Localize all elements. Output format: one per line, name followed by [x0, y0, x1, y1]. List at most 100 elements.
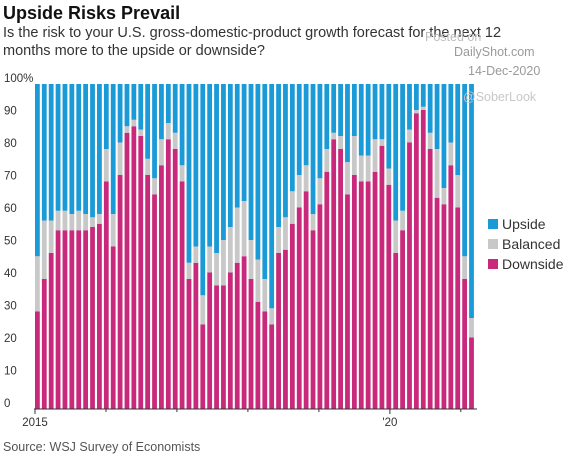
bar-balanced-24 [200, 295, 206, 325]
bar-balanced-31 [248, 240, 254, 279]
bar-downside-56 [420, 110, 426, 409]
bar-upside-15 [138, 84, 144, 130]
bar-balanced-34 [269, 308, 275, 325]
bar-upside-24 [200, 84, 206, 296]
legend-label-downside: Downside [502, 256, 564, 272]
bar-balanced-5 [69, 214, 75, 231]
bar-downside-45 [345, 194, 350, 409]
legend-swatch-upside [488, 219, 498, 229]
bar-downside-24 [200, 324, 206, 409]
y-axis: 0 10 20 30 40 50 60 70 80 90 100% [4, 73, 33, 410]
bar-downside-20 [172, 149, 178, 409]
bar-balanced-57 [427, 132, 433, 149]
bar-balanced-53 [400, 210, 405, 231]
bar-downside-28 [227, 272, 233, 409]
bar-upside-40 [310, 84, 316, 214]
bar-upside-56 [420, 84, 426, 107]
bar-balanced-32 [255, 259, 261, 302]
bar-downside-21 [179, 181, 185, 409]
legend-swatch-balanced [488, 239, 498, 249]
x-tick-label: 2015 [22, 417, 48, 429]
bar-downside-3 [55, 230, 61, 409]
bar-downside-39 [303, 191, 309, 409]
bar-balanced-11 [110, 214, 116, 247]
bar-balanced-8 [90, 217, 95, 227]
bar-upside-55 [413, 84, 419, 110]
bar-upside-58 [434, 84, 440, 149]
bar-downside-52 [393, 253, 399, 409]
bar-downside-0 [35, 311, 40, 409]
bar-downside-35 [276, 253, 281, 409]
y-tick-label: 0 [4, 398, 10, 410]
bar-upside-50 [379, 84, 385, 140]
bar-downside-62 [462, 279, 468, 409]
bar-downside-10 [103, 181, 109, 409]
bar-upside-53 [400, 84, 405, 211]
bar-downside-61 [455, 207, 461, 409]
y-tick-label: 20 [4, 333, 17, 345]
bar-downside-40 [310, 230, 316, 409]
bar-upside-25 [207, 84, 213, 247]
bar-upside-19 [165, 84, 171, 123]
bar-upside-34 [269, 84, 275, 309]
bar-upside-11 [110, 84, 116, 214]
bar-upside-31 [248, 84, 254, 240]
bar-upside-21 [179, 84, 185, 166]
bar-upside-10 [103, 84, 109, 149]
bar-downside-19 [165, 139, 171, 409]
bar-upside-33 [262, 84, 268, 279]
bar-balanced-18 [159, 139, 164, 166]
bar-balanced-33 [262, 279, 268, 312]
bar-balanced-29 [234, 207, 240, 263]
bar-balanced-19 [165, 123, 171, 140]
bar-upside-29 [234, 84, 240, 208]
bar-downside-29 [234, 262, 240, 409]
legend-label-upside: Upside [502, 216, 546, 232]
bar-downside-27 [221, 285, 226, 409]
y-tick-label: 80 [4, 138, 17, 150]
bar-upside-46 [351, 84, 357, 136]
bar-downside-11 [110, 246, 116, 409]
bar-upside-52 [393, 84, 399, 221]
y-tick-label: 30 [4, 301, 17, 313]
bar-upside-22 [186, 84, 192, 263]
bar-balanced-43 [331, 132, 337, 140]
bar-upside-28 [227, 84, 233, 227]
bar-balanced-0 [35, 256, 40, 312]
bar-downside-49 [372, 171, 378, 409]
watermark-handle: @SoberLook [463, 90, 537, 104]
bar-downside-9 [97, 223, 102, 409]
bar-downside-30 [241, 256, 247, 409]
bar-downside-53 [400, 230, 405, 409]
bar-upside-32 [255, 84, 261, 260]
bar-downside-47 [358, 181, 364, 409]
bar-balanced-21 [179, 165, 185, 182]
y-tick-label: 10 [4, 366, 17, 378]
bar-downside-23 [193, 262, 199, 409]
bar-downside-42 [324, 171, 330, 409]
bar-downside-38 [296, 207, 302, 409]
bar-balanced-51 [386, 168, 392, 185]
bar-downside-4 [62, 230, 68, 409]
bar-balanced-13 [124, 126, 130, 133]
bar-upside-26 [214, 84, 219, 253]
bar-downside-32 [255, 301, 261, 409]
bar-downside-54 [407, 142, 412, 409]
bar-downside-7 [83, 230, 89, 409]
bar-balanced-47 [358, 155, 364, 182]
bar-balanced-15 [138, 129, 144, 136]
bar-balanced-40 [310, 214, 316, 231]
chart-title: Upside Risks Prevail [3, 3, 181, 23]
watermark-date: 14-Dec-2020 [468, 64, 541, 78]
bar-balanced-9 [97, 214, 102, 224]
bar-upside-61 [455, 84, 461, 175]
bar-upside-6 [76, 84, 82, 211]
bar-balanced-45 [345, 162, 350, 195]
y-tick-label: 100% [4, 73, 33, 85]
bar-balanced-62 [462, 256, 468, 279]
bar-upside-8 [90, 84, 95, 218]
bar-balanced-6 [76, 210, 82, 231]
bar-balanced-39 [303, 165, 309, 192]
bar-upside-43 [331, 84, 337, 133]
